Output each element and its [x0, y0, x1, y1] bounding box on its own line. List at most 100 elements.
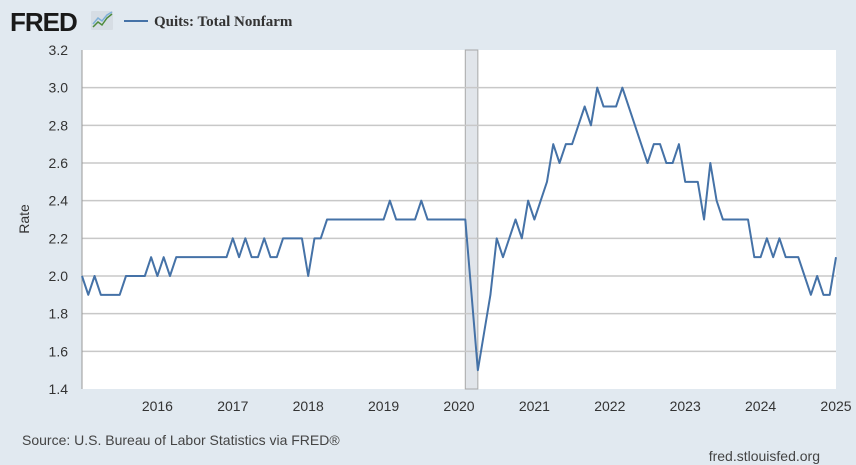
data-point-2024-03: [772, 256, 775, 259]
data-point-2022-09: [659, 143, 662, 146]
data-point-2018-02: [313, 237, 316, 240]
data-point-2019-09: [432, 218, 435, 221]
data-point-2017-01: [231, 237, 234, 240]
data-point-2018-01: [307, 275, 310, 278]
data-point-2016-05: [181, 256, 184, 259]
data-point-2019-10: [439, 218, 442, 221]
y-tick-label: 3.2: [49, 42, 69, 58]
data-point-2021-12: [602, 105, 605, 108]
site-url[interactable]: fred.stlouisfed.org: [709, 448, 820, 464]
data-point-2016-12: [225, 256, 228, 259]
data-point-2021-10: [589, 124, 592, 127]
data-point-2016-01: [156, 275, 159, 278]
data-point-2021-06: [564, 143, 567, 146]
data-point-2020-03: [470, 293, 473, 296]
data-point-2018-05: [332, 218, 335, 221]
data-point-2022-08: [652, 143, 655, 146]
data-point-2020-10: [514, 218, 517, 221]
data-point-2021-07: [571, 143, 574, 146]
data-point-2024-08: [803, 275, 806, 278]
legend-label: Quits: Total Nonfarm: [154, 14, 293, 30]
data-point-2017-11: [294, 237, 297, 240]
data-point-2018-09: [357, 218, 360, 221]
data-point-2018-10: [363, 218, 366, 221]
data-point-2016-11: [219, 256, 222, 259]
x-tick-label: 2025: [820, 398, 851, 414]
data-point-2016-08: [200, 256, 203, 259]
gridlines: [82, 86, 836, 353]
data-point-2015-02: [87, 293, 90, 296]
data-point-2019-05: [407, 218, 410, 221]
data-point-2015-01: [81, 275, 84, 278]
data-point-2016-04: [175, 256, 178, 259]
x-axis-ticks: 2016 2017 2018 2019 2020 2021 2022 2023 2024 2025: [142, 398, 852, 414]
data-point-2017-05: [256, 256, 259, 259]
y-tick-label: 1.6: [49, 343, 69, 359]
data-point-2015-06: [112, 293, 115, 296]
data-point-2015-12: [150, 256, 153, 259]
data-point-2018-12: [376, 218, 379, 221]
data-point-2021-03: [545, 180, 548, 183]
y-tick-label: 2.2: [49, 230, 69, 246]
data-point-2022-02: [615, 105, 618, 108]
data-point-2015-04: [99, 293, 102, 296]
data-point-2024-11: [822, 293, 825, 296]
data-point-2020-01: [458, 218, 461, 221]
x-tick-label: 2021: [519, 398, 550, 414]
data-point-2015-09: [131, 275, 134, 278]
data-point-2024-05: [784, 256, 787, 259]
data-point-2018-06: [338, 218, 341, 221]
data-point-2015-07: [118, 293, 121, 296]
data-point-2020-09: [508, 237, 511, 240]
data-point-2024-01: [759, 256, 762, 259]
data-point-2022-07: [646, 162, 649, 165]
data-point-2021-08: [577, 124, 580, 127]
data-point-2023-05: [709, 162, 712, 165]
data-point-2017-02: [238, 256, 241, 259]
data-point-2016-09: [206, 256, 209, 259]
data-point-2020-11: [520, 237, 523, 240]
data-point-2020-06: [489, 293, 492, 296]
data-point-2022-03: [621, 86, 624, 89]
y-tick-label: 2.0: [49, 268, 69, 284]
data-point-2018-11: [370, 218, 373, 221]
data-point-2016-06: [187, 256, 190, 259]
data-point-2022-10: [665, 162, 668, 165]
data-point-2022-11: [671, 162, 674, 165]
data-point-2023-11: [747, 218, 750, 221]
data-point-2023-03: [696, 180, 699, 183]
data-point-2016-07: [194, 256, 197, 259]
data-point-2015-03: [93, 275, 96, 278]
data-point-2017-08: [275, 256, 278, 259]
fred-logo-graph-icon: [91, 11, 113, 30]
data-point-2021-11: [596, 86, 599, 89]
data-point-2018-03: [319, 237, 322, 240]
fred-logo[interactable]: FRED: [10, 7, 113, 37]
data-point-2023-04: [703, 218, 706, 221]
data-point-2021-09: [583, 105, 586, 108]
data-point-2023-02: [690, 180, 693, 183]
data-point-2022-06: [640, 143, 643, 146]
data-point-2016-10: [212, 256, 215, 259]
data-point-2019-11: [445, 218, 448, 221]
data-point-2015-08: [124, 275, 127, 278]
y-tick-label: 2.8: [49, 117, 69, 133]
data-point-2022-05: [633, 124, 636, 127]
data-point-2015-05: [106, 293, 109, 296]
data-point-2020-02: [464, 218, 467, 221]
data-point-2017-12: [300, 237, 303, 240]
data-point-2023-07: [721, 218, 724, 221]
data-point-2023-06: [715, 199, 718, 202]
fred-logo-text: FRED: [10, 7, 77, 37]
data-point-2019-03: [395, 218, 398, 221]
series-line-quits[interactable]: [81, 86, 837, 372]
data-point-2021-05: [558, 162, 561, 165]
data-point-2017-03: [244, 237, 247, 240]
x-tick-label: 2022: [594, 398, 625, 414]
data-point-2023-12: [753, 256, 756, 259]
data-point-2020-04: [476, 369, 479, 372]
data-point-2015-11: [143, 275, 146, 278]
data-point-2018-08: [351, 218, 354, 221]
data-point-2020-12: [527, 199, 530, 202]
